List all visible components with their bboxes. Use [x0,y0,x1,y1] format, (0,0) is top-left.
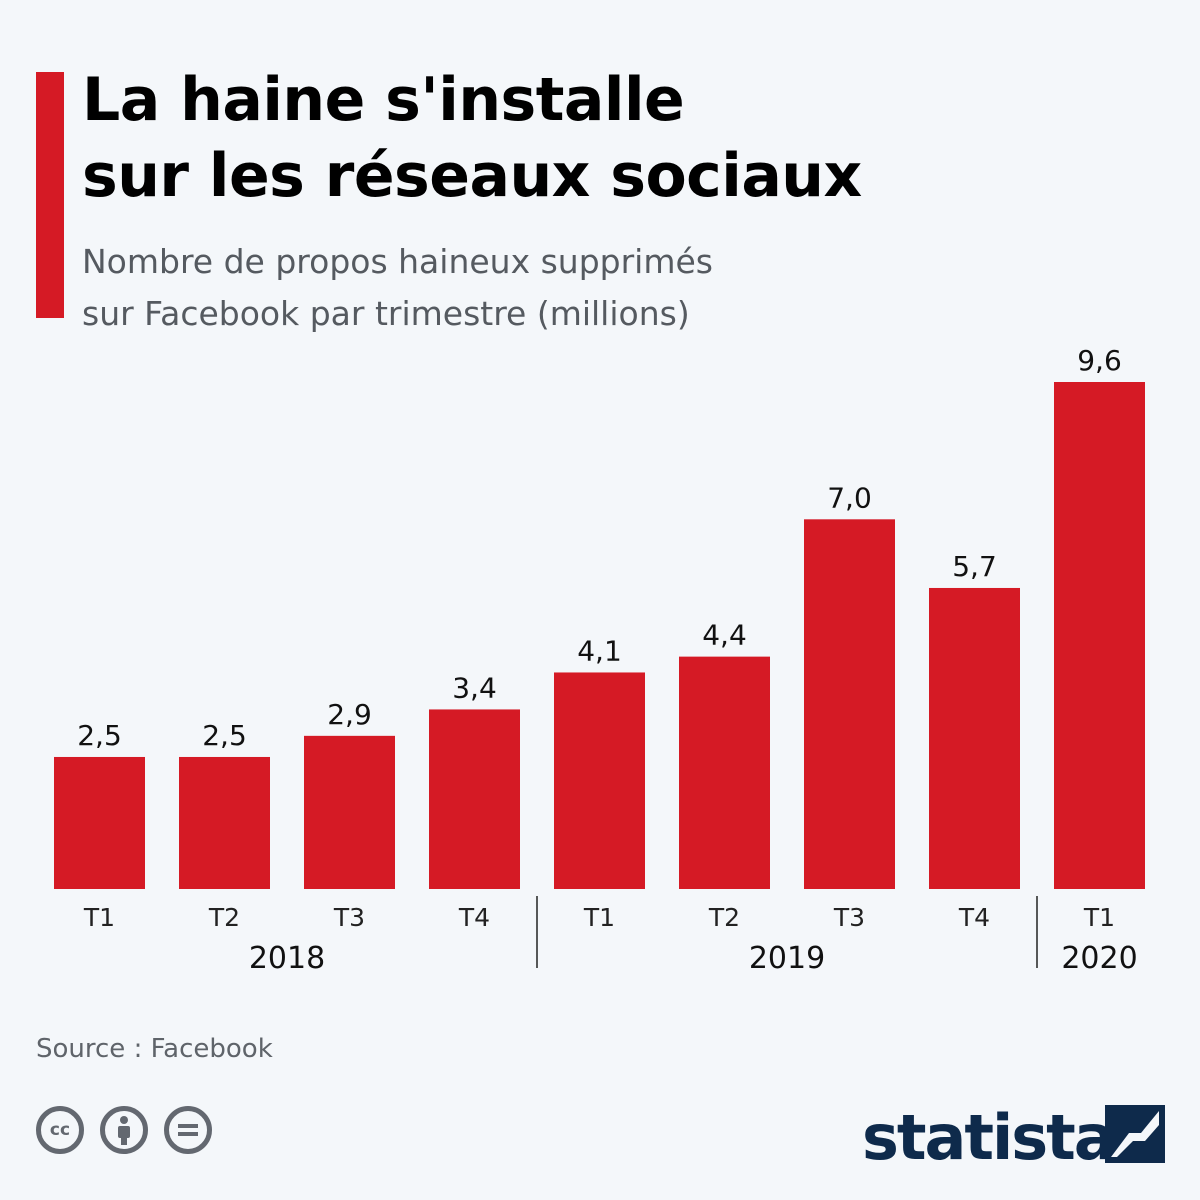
source-note: Source : Facebook [36,1034,273,1064]
x-tick-label: T2 [708,903,740,932]
subtitle-line-2: sur Facebook par trimestre (millions) [82,294,690,333]
subtitle-line-1: Nombre de propos haineux supprimés [82,242,713,281]
bar-value-label: 3,4 [452,671,497,704]
x-group-label: 2019 [749,941,825,976]
no-derivatives-icon[interactable] [164,1106,212,1154]
x-tick-label: T1 [583,903,615,932]
bar-value-label: 4,1 [577,634,622,667]
statista-logo-icon[interactable] [1105,1105,1165,1163]
bar [304,735,395,889]
x-tick-label: T4 [458,903,490,932]
bar-value-label: 7,0 [827,481,872,514]
bar [929,587,1020,889]
bar [429,709,520,889]
chart-subtitle: Nombre de propos haineux supprimés sur F… [82,236,713,340]
bar [54,756,145,889]
bar-value-label: 2,5 [202,719,247,752]
x-tick-label: T4 [958,903,990,932]
bar-value-label: 9,6 [1077,344,1122,377]
title-line-2: sur les réseaux sociaux [82,141,862,211]
bar-chart: 2,5 T1 2,5 T2 2,9 T3 3,4 T4 4,1 T1 4,4 T2 7,0 T3 5,7 T4… [54,344,1145,976]
bar [804,519,895,889]
attribution-icon[interactable] [100,1106,148,1154]
x-tick-label: T1 [83,903,115,932]
statista-logo[interactable]: statista [862,1101,1116,1174]
bar [554,672,645,889]
equals-icon [178,1124,198,1136]
accent-bar [36,72,64,318]
bar-value-label: 2,9 [327,698,372,731]
x-group-label: 2020 [1061,941,1137,976]
x-tick-label: T1 [1083,903,1115,932]
bar [1054,382,1145,889]
person-icon [118,1116,130,1145]
license-icons: cc [36,1106,212,1154]
bar [179,756,270,889]
title-line-1: La haine s'installe [82,65,685,135]
x-tick-label: T2 [208,903,240,932]
bar-value-label: 5,7 [952,550,997,583]
chart-title: La haine s'installe sur les réseaux soci… [82,62,862,214]
x-tick-label: T3 [333,903,365,932]
bar-value-label: 4,4 [702,619,747,652]
x-group-label: 2018 [249,941,325,976]
x-tick-label: T3 [833,903,865,932]
cc-icon[interactable]: cc [36,1106,84,1154]
bar-value-label: 2,5 [77,719,122,752]
bar [679,656,770,889]
